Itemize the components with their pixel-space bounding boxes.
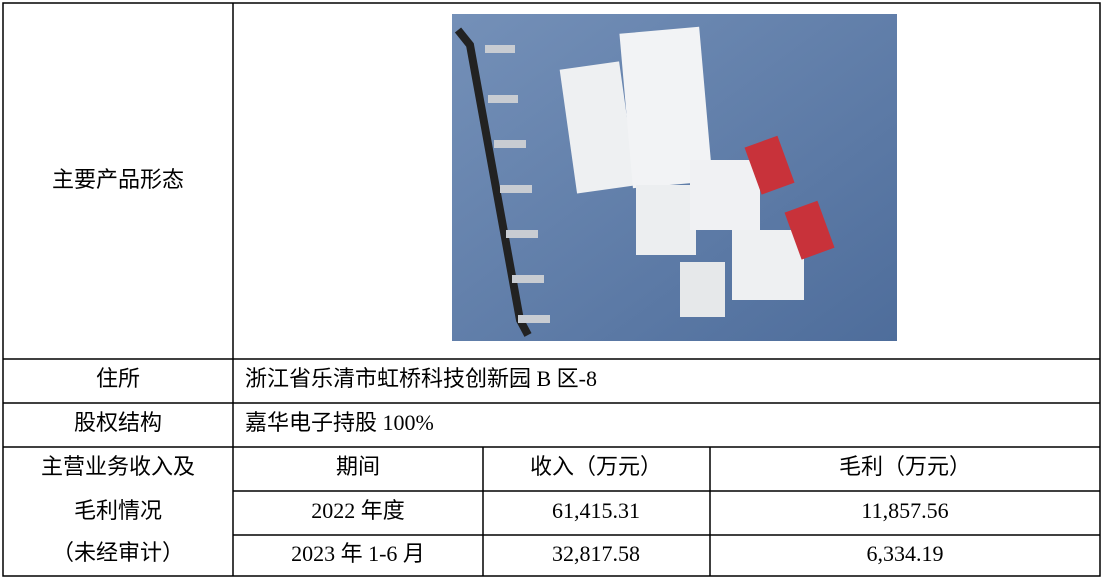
row-value: 浙江省乐清市虹桥科技创新园 B 区-8 [245, 366, 597, 391]
product-photo [452, 14, 897, 341]
column-header: 期间 [336, 454, 380, 479]
table-cell: 6,334.19 [867, 541, 944, 566]
table-cell: 2022 年度 [311, 498, 405, 523]
row-label: 毛利情况 [74, 498, 162, 523]
table-cell: 32,817.58 [552, 541, 640, 566]
row-label: 股权结构 [74, 410, 162, 435]
row-label: 住所 [96, 366, 140, 391]
table-cell: 2023 年 1-6 月 [291, 541, 425, 566]
row-label: 主营业务收入及 [41, 454, 195, 479]
column-header: 收入（万元） [530, 454, 662, 479]
row-label: （未经审计） [52, 540, 184, 565]
row-label: 主要产品形态 [52, 167, 184, 192]
column-header: 毛利（万元） [839, 454, 971, 479]
row-value: 嘉华电子持股 100% [245, 410, 434, 435]
table-cell: 61,415.31 [552, 498, 640, 523]
table-cell: 11,857.56 [861, 498, 948, 523]
